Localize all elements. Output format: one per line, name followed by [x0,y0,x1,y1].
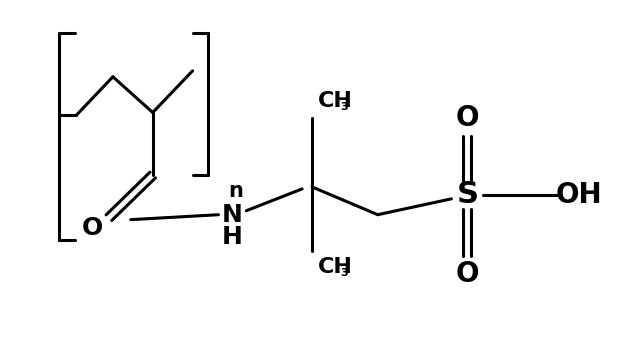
Text: CH: CH [318,91,353,110]
Text: O: O [456,260,479,288]
Text: N: N [222,203,243,227]
Text: OH: OH [556,181,602,209]
Text: ₃: ₃ [340,96,348,114]
Text: O: O [456,104,479,132]
Text: n: n [228,181,243,201]
Text: O: O [81,216,102,240]
Text: ₃: ₃ [340,262,348,280]
Text: H: H [222,224,243,249]
Text: S: S [456,180,478,209]
Text: CH: CH [318,257,353,277]
